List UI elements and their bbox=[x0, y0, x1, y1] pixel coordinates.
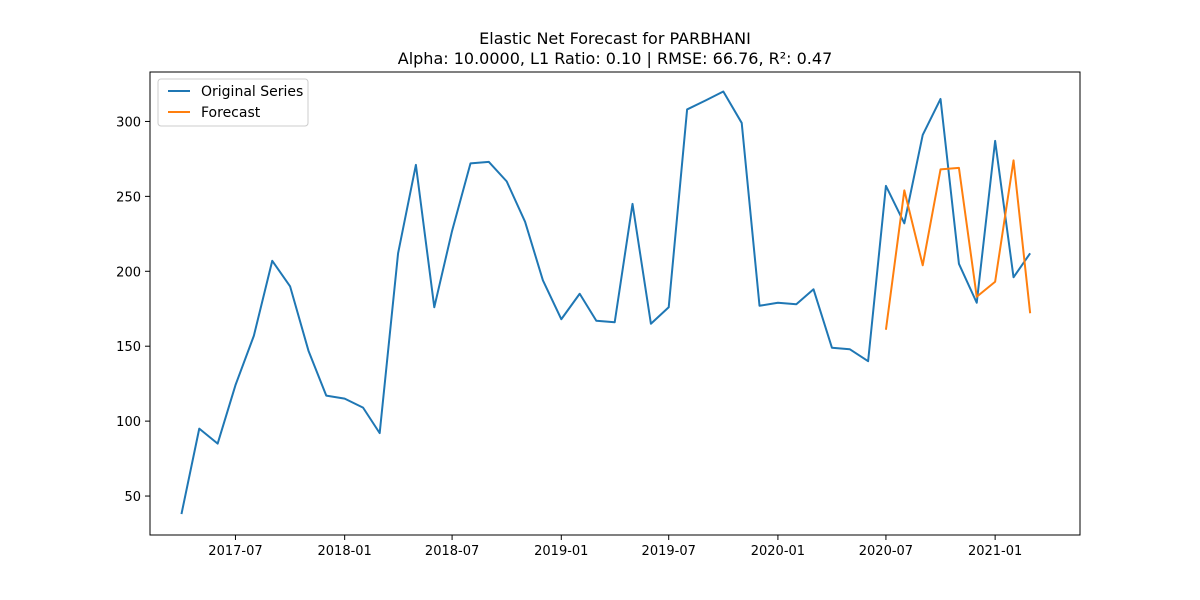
chart-title: Elastic Net Forecast for PARBHANI bbox=[479, 29, 751, 48]
legend-box bbox=[157, 78, 309, 127]
x-tick-label: 2019-07 bbox=[642, 544, 696, 559]
axes: 2017-07 2018-01 2018-07 2019-01 2019-07 2020-… bbox=[116, 71, 1081, 559]
y-tick-label: 150 bbox=[116, 340, 141, 355]
legend-entry: Original Series bbox=[201, 84, 303, 100]
plot-frame bbox=[149, 71, 1081, 536]
x-tick-label: 2021-01 bbox=[968, 544, 1022, 559]
y-tick-label: 200 bbox=[116, 265, 141, 280]
x-tick-label: 2017-07 bbox=[208, 544, 262, 559]
legend-entry: Forecast bbox=[201, 105, 261, 121]
y-tick-label: 100 bbox=[116, 415, 141, 430]
legend: Original Series Forecast bbox=[157, 78, 309, 127]
x-tick-label: 2019-01 bbox=[534, 544, 588, 559]
x-tick-label: 2020-07 bbox=[859, 544, 913, 559]
chart-subtitle: Alpha: 10.0000, L1 Ratio: 0.10 | RMSE: 6… bbox=[398, 49, 833, 68]
y-tick-label: 300 bbox=[116, 115, 141, 130]
series-line-forecast bbox=[884, 159, 1032, 330]
x-tick-label: 2018-07 bbox=[425, 544, 479, 559]
y-tick-label: 250 bbox=[116, 190, 141, 205]
series-line-original bbox=[180, 90, 1031, 515]
x-tick-label: 2020-01 bbox=[751, 544, 805, 559]
plot-area bbox=[180, 90, 1032, 515]
y-tick-label: 50 bbox=[124, 490, 141, 505]
x-tick-label: 2018-01 bbox=[318, 544, 372, 559]
